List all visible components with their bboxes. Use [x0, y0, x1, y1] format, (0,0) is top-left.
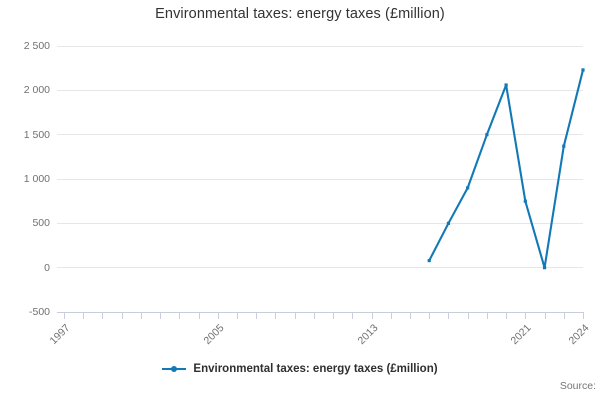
x-axis-tick [198, 312, 200, 319]
data-point[interactable] [562, 144, 566, 148]
legend-item-label: Environmental taxes: energy taxes (£mill… [193, 363, 438, 375]
x-axis-tick [563, 312, 565, 319]
x-axis-tick [583, 312, 584, 319]
x-axis-tick [352, 312, 354, 319]
data-point[interactable] [542, 266, 547, 270]
x-axis-tick [83, 312, 85, 319]
data-point[interactable] [466, 186, 470, 190]
x-axis-tick [410, 312, 411, 319]
x-axis-label: 2021 [508, 322, 534, 348]
data-point[interactable] [427, 258, 431, 263]
x-axis-tick [429, 312, 431, 319]
x-axis-tick [544, 312, 546, 319]
x-axis-tick [448, 312, 450, 319]
chart-legend: Environmental taxes: energy taxes (£mill… [0, 363, 600, 375]
x-axis-tick [486, 312, 488, 319]
x-axis-baseline [57, 312, 583, 313]
legend-line-marker-icon [162, 364, 187, 374]
x-axis-tick [467, 312, 469, 319]
x-axis-tick [256, 312, 258, 319]
x-axis-tick [102, 312, 104, 319]
x-axis-label: 2024 [566, 322, 592, 348]
chart-title: Environmental taxes: energy taxes (£mill… [155, 6, 445, 22]
gridline-0 [57, 267, 583, 268]
x-axis-label: 1997 [47, 322, 73, 348]
x-axis-tick [121, 312, 123, 319]
data-point[interactable] [446, 221, 451, 225]
x-axis-tick [313, 312, 315, 319]
x-axis-tick [333, 312, 335, 319]
x-axis-tick [140, 312, 142, 319]
x-axis-tick [217, 312, 219, 319]
x-axis-tick [64, 312, 65, 319]
x-axis-tick [506, 312, 508, 319]
x-axis-tick [294, 312, 296, 319]
x-axis-tick [237, 312, 238, 319]
gridline-1000 [57, 179, 583, 180]
y-tick-label: 500 [32, 217, 50, 230]
data-point[interactable] [581, 68, 585, 72]
y-tick-label: 2 500 [23, 40, 50, 52]
x-axis-label: 2013 [355, 322, 381, 348]
x-axis-tick [160, 312, 162, 319]
x-axis-tick [275, 312, 277, 319]
source-label: Source: [559, 380, 596, 392]
series-plot [427, 68, 585, 270]
data-point[interactable] [504, 83, 508, 87]
x-axis-tick [525, 312, 527, 319]
gridline-2500 [57, 46, 583, 47]
plot-area [57, 46, 585, 313]
gridline-2000 [57, 90, 583, 91]
legend-item-energy-taxes[interactable]: Environmental taxes: energy taxes (£mill… [162, 363, 438, 375]
y-tick-label: -500 [28, 306, 50, 318]
x-axis-tick [371, 312, 373, 319]
y-axis-labels: 2 500 2 000 1 500 1 000 500 0 -500 [0, 40, 50, 318]
x-axis-label: 2005 [201, 322, 227, 348]
gridline-1500 [57, 134, 583, 135]
data-point[interactable] [485, 133, 489, 137]
x-axis-tick [390, 312, 392, 319]
x-axis: 1997 2005 2013 2021 2024 [47, 312, 591, 356]
y-tick-label: 1 000 [23, 173, 50, 185]
x-axis-tick [179, 312, 181, 319]
y-tick-label: 2 000 [23, 84, 50, 97]
series-markers [427, 68, 585, 270]
data-point[interactable] [523, 199, 527, 203]
y-tick-label: 1 500 [23, 128, 50, 141]
gridline-500 [57, 223, 583, 224]
series-line-energy-taxes [428, 68, 585, 269]
y-tick-label: 0 [44, 261, 50, 274]
